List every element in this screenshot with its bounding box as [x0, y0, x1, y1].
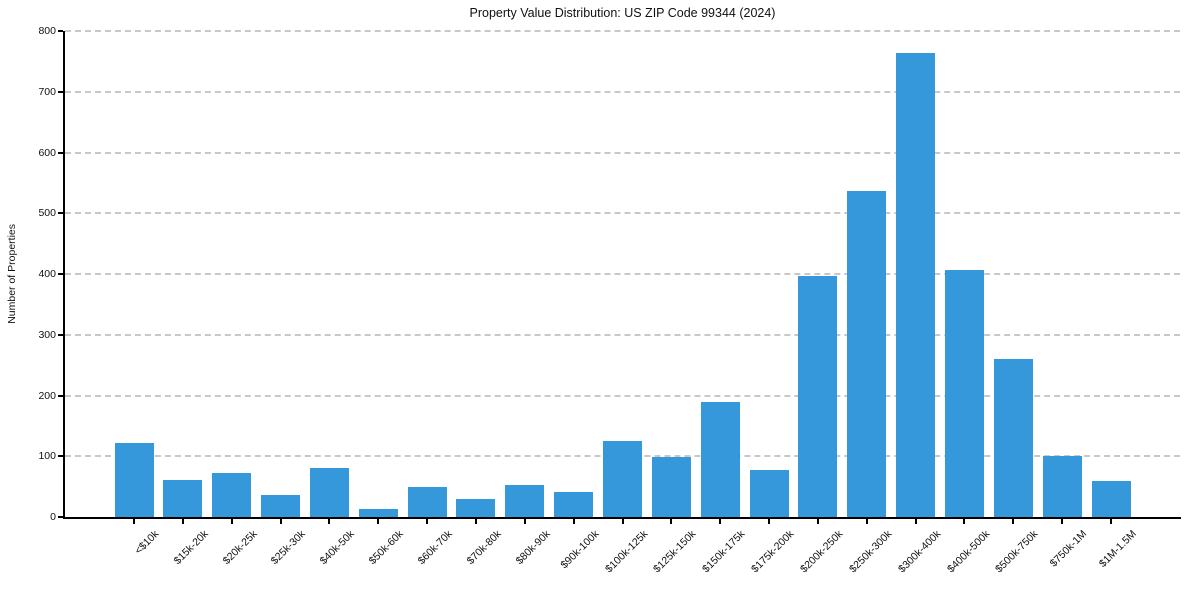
bar: [798, 276, 838, 517]
x-tick-label: $200k-250k: [798, 528, 846, 576]
x-tick-mark: [377, 519, 380, 524]
x-tick-label: $750k-1M: [1048, 528, 1090, 570]
y-tick-mark: [58, 151, 63, 154]
x-tick-mark: [572, 519, 575, 524]
y-tick-mark: [58, 212, 63, 215]
x-tick-label: $40k-50k: [317, 528, 357, 568]
y-tick-label: 300: [38, 328, 56, 341]
bar: [505, 485, 545, 517]
x-tick-label: $300k-400k: [895, 528, 944, 576]
x-tick-label: $80k-90k: [513, 528, 553, 568]
bar: [651, 456, 691, 517]
gridline: [65, 90, 1180, 93]
x-tick-label: $70k-80k: [464, 528, 504, 568]
x-tick-mark: [914, 519, 917, 524]
bar: [1091, 481, 1131, 517]
x-tick-mark: [474, 519, 477, 524]
gridline: [65, 333, 1180, 336]
gridline: [65, 212, 1180, 215]
bar: [163, 479, 203, 517]
bar: [1042, 456, 1082, 517]
y-tick-mark: [58, 516, 63, 518]
x-tick-label: $50k-60k: [366, 528, 406, 568]
x-tick-label: $125k-150k: [651, 528, 699, 576]
bar: [896, 52, 936, 517]
gridline: [65, 151, 1180, 154]
y-axis-line: [63, 31, 65, 519]
x-tick-mark: [963, 519, 966, 524]
bar: [309, 467, 349, 517]
x-tick-mark: [865, 519, 868, 524]
y-axis-label: Number of Properties: [6, 224, 18, 324]
x-tick-mark: [1061, 519, 1064, 524]
x-tick-mark: [181, 519, 184, 524]
x-tick-label: $175k-200k: [749, 528, 797, 576]
x-tick-label: $15k-20k: [171, 528, 211, 568]
x-tick-label: $250k-300k: [846, 528, 895, 576]
bar: [456, 498, 496, 517]
bar: [114, 443, 154, 517]
y-tick-label: 700: [38, 85, 56, 98]
bar: [554, 492, 594, 517]
bar: [603, 441, 642, 517]
x-tick-mark: [816, 519, 819, 524]
x-tick-mark: [1012, 519, 1015, 524]
bar: [993, 359, 1033, 517]
gridline: [65, 394, 1180, 397]
x-tick-mark: [426, 519, 429, 524]
x-tick-label: <$10k: [132, 528, 162, 557]
x-tick-mark: [279, 519, 282, 524]
y-tick-mark: [58, 90, 63, 93]
bar: [749, 470, 789, 517]
bar: [261, 495, 301, 517]
x-tick-label: $500k-750k: [993, 528, 1041, 576]
x-tick-mark: [523, 519, 526, 524]
bar: [700, 401, 740, 517]
y-tick-label: 800: [38, 25, 56, 37]
x-tick-label: $150k-175k: [700, 528, 748, 576]
x-tick-label: $400k-500k: [944, 528, 992, 576]
x-tick-label: $1M-1.5M: [1096, 528, 1139, 570]
bar: [407, 487, 447, 517]
x-tick-label: $20k-25k: [220, 528, 260, 568]
x-tick-mark: [328, 519, 331, 524]
x-tick-label: $25k-30k: [269, 528, 309, 568]
bar: [847, 191, 887, 517]
x-tick-mark: [133, 519, 135, 524]
x-tick-mark: [1110, 519, 1112, 524]
x-tick-label: $60k-70k: [415, 528, 455, 568]
bar: [212, 473, 252, 517]
y-tick-label: 500: [38, 207, 56, 220]
x-tick-label: $100k-125k: [602, 528, 650, 576]
x-tick-mark: [768, 519, 771, 524]
bar: [944, 269, 984, 517]
x-tick-mark: [670, 519, 673, 524]
chart-title: Property Value Distribution: US ZIP Code…: [469, 6, 776, 20]
y-tick-mark: [58, 273, 63, 275]
y-tick-label: 400: [38, 268, 56, 280]
bar: [358, 509, 398, 517]
y-tick-label: 200: [38, 389, 56, 402]
y-tick-mark: [58, 394, 63, 397]
gridline: [65, 273, 1180, 275]
y-tick-label: 600: [38, 146, 56, 159]
y-tick-mark: [58, 455, 63, 458]
y-tick-label: 0: [50, 511, 56, 523]
gridline: [65, 30, 1180, 32]
x-tick-mark: [230, 519, 233, 524]
y-tick-mark: [58, 30, 63, 32]
x-tick-label: $90k-100k: [557, 528, 602, 572]
x-tick-mark: [719, 519, 722, 524]
x-axis-line: [63, 517, 1181, 519]
x-tick-mark: [621, 519, 624, 524]
y-tick-label: 100: [38, 450, 56, 463]
y-tick-mark: [58, 333, 63, 336]
